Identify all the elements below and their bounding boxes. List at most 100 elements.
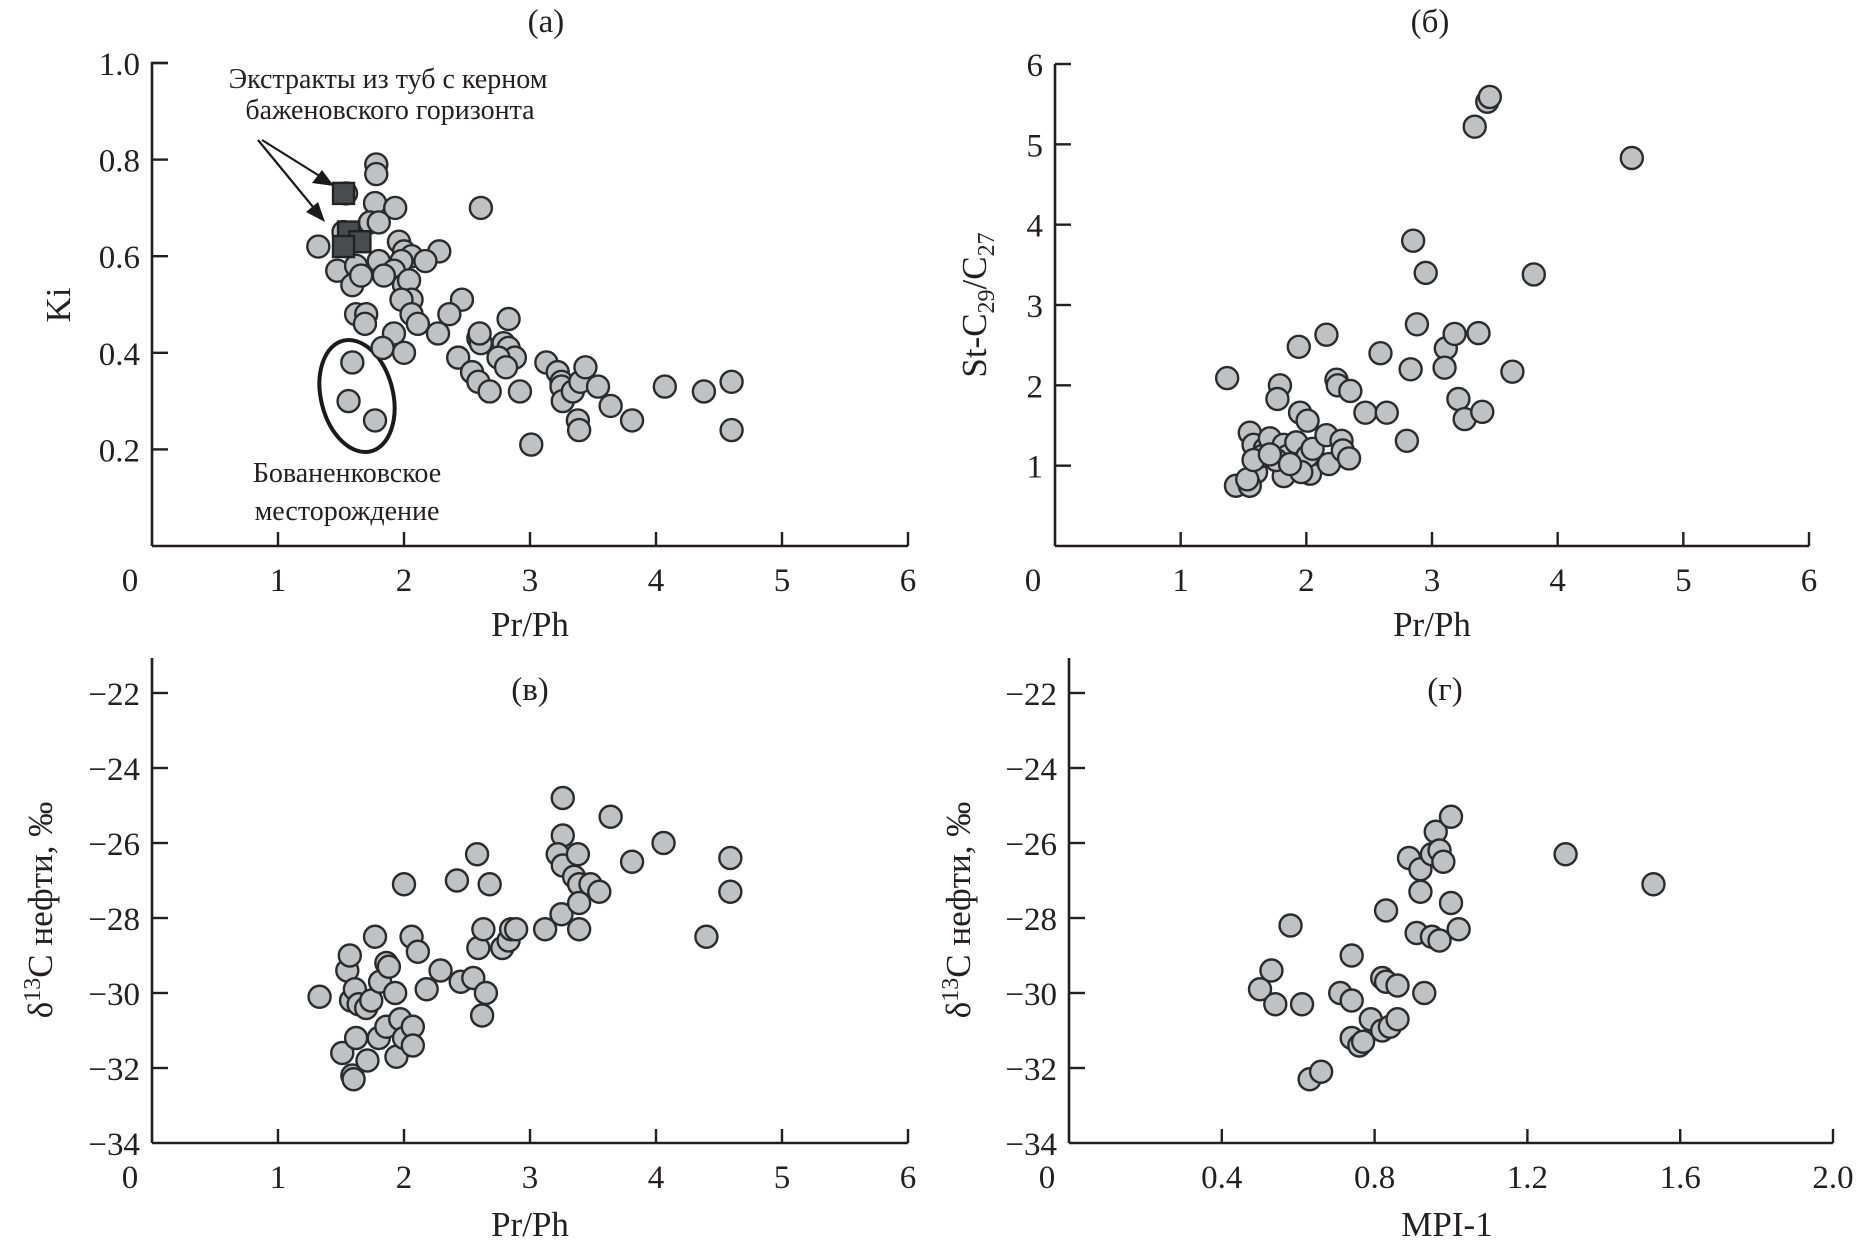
panel-v-y-axis-title-delta: δ xyxy=(21,1002,60,1019)
y-tick-label: 6 xyxy=(1027,48,1044,84)
data-point xyxy=(619,408,645,433)
panel-a-x-axis: 0 1 2 3 4 5 6 xyxy=(122,532,916,599)
data-point xyxy=(1277,451,1303,477)
y-tick-label: −34 xyxy=(1005,1127,1057,1163)
data-point xyxy=(352,311,378,337)
data-point xyxy=(1462,114,1487,139)
data-point xyxy=(1413,260,1438,286)
y-tick-label: −34 xyxy=(88,1127,140,1163)
data-point xyxy=(477,872,502,897)
arrow-head-upper xyxy=(312,170,334,186)
data-point xyxy=(1265,386,1290,412)
data-point xyxy=(532,917,558,942)
x-tick-label: 4 xyxy=(648,1160,665,1196)
arrow-line-upper xyxy=(261,139,327,181)
data-point xyxy=(306,234,331,259)
panel-a-y-axis-line xyxy=(150,61,168,546)
data-point xyxy=(1295,408,1320,433)
annotation-arrows xyxy=(257,139,334,222)
data-point xyxy=(1385,973,1410,998)
data-point xyxy=(1446,386,1471,412)
y-tick-label: 1.0 xyxy=(99,47,140,83)
data-point xyxy=(587,879,612,904)
data-point xyxy=(1353,400,1378,425)
data-point xyxy=(1286,334,1311,359)
data-point xyxy=(1278,913,1303,938)
data-point xyxy=(550,785,575,811)
data-point xyxy=(1400,228,1426,253)
panel-b-x-axis: 0 1 2 3 4 5 6 xyxy=(1025,532,1817,599)
panel-g-y-axis-title-sup: 13 xyxy=(938,978,964,1002)
data-point xyxy=(437,301,462,327)
data-point xyxy=(382,195,408,221)
y-tick-label: −26 xyxy=(1005,827,1057,863)
x-tick-label: 2 xyxy=(396,563,413,599)
panel-g: (г) −34 −32 −30 −28 −26 −24 −22 0 0.4 0.8 1.2 1.6 2… xyxy=(938,658,1854,1244)
annotation-field-line2: месторождение xyxy=(255,496,440,527)
panel-g-points xyxy=(1247,804,1666,1092)
data-point xyxy=(1339,943,1364,968)
data-point xyxy=(1641,872,1666,897)
data-point xyxy=(1438,890,1464,916)
data-point xyxy=(619,849,645,874)
x-tick-label: 0 xyxy=(1025,563,1042,599)
data-point xyxy=(366,210,391,235)
data-point xyxy=(719,417,744,443)
data-point xyxy=(464,842,490,867)
x-tick-label: 3 xyxy=(522,1160,539,1196)
data-point xyxy=(1289,992,1315,1017)
panel-v-title: (в) xyxy=(511,672,549,708)
data-point xyxy=(1619,145,1645,171)
data-point xyxy=(473,980,499,1006)
panel-b-y-axis-title: St-C29/C27 xyxy=(955,232,1000,377)
data-point xyxy=(566,417,592,443)
data-point xyxy=(691,379,717,404)
data-point xyxy=(469,1003,495,1028)
data-point xyxy=(1470,399,1495,425)
data-point xyxy=(566,917,592,942)
x-tick-label: 0.8 xyxy=(1354,1160,1395,1196)
data-point xyxy=(370,335,395,361)
data-point xyxy=(468,195,494,221)
data-point xyxy=(507,379,533,404)
arrow-head-lower xyxy=(306,202,325,222)
data-point xyxy=(1404,312,1430,337)
data-point xyxy=(1553,842,1578,867)
panel-b-title: (б) xyxy=(1411,4,1450,40)
annotation-field-line1: Бованенковское xyxy=(253,458,441,489)
data-point xyxy=(496,306,521,332)
panel-v-points xyxy=(307,785,743,1092)
data-point-square xyxy=(331,181,356,206)
panel-b-points xyxy=(1214,84,1645,498)
data-point xyxy=(1247,977,1273,1002)
data-point xyxy=(493,355,519,380)
data-point xyxy=(355,1048,380,1073)
data-point xyxy=(382,980,408,1006)
x-tick-label: 0 xyxy=(1039,1160,1056,1196)
x-tick-label: 5 xyxy=(774,1160,791,1196)
data-point xyxy=(428,958,453,983)
data-point xyxy=(348,263,374,288)
data-point xyxy=(573,355,598,380)
arrow-line-lower xyxy=(257,139,319,214)
x-tick-label: 0 xyxy=(122,563,139,599)
data-point xyxy=(1466,320,1491,346)
data-point xyxy=(445,345,471,370)
data-point xyxy=(719,369,744,394)
y-tick-label: 5 xyxy=(1027,128,1044,164)
data-point xyxy=(718,879,743,904)
data-point xyxy=(467,321,492,346)
panel-v-y-axis-title-sup: 13 xyxy=(20,978,46,1002)
data-point xyxy=(337,943,363,968)
x-tick-label: 2 xyxy=(396,1160,413,1196)
panel-v-x-axis-title: Pr/Ph xyxy=(491,1205,569,1244)
panel-g-y-axis: −34 −32 −30 −28 −26 −24 −22 xyxy=(1005,658,1085,1163)
x-tick-label: 5 xyxy=(774,563,791,599)
y-tick-label: 4 xyxy=(1027,209,1044,245)
panel-g-x-axis-title: MPI-1 xyxy=(1401,1205,1492,1244)
data-point xyxy=(405,311,431,337)
panel-g-x-axis: 0 0.4 0.8 1.2 1.6 2.0 xyxy=(1039,1129,1854,1196)
data-point xyxy=(1259,958,1284,983)
data-point xyxy=(340,350,365,375)
panel-a-y-axis: 0.2 0.4 0.6 0.8 1.0 xyxy=(99,47,168,546)
